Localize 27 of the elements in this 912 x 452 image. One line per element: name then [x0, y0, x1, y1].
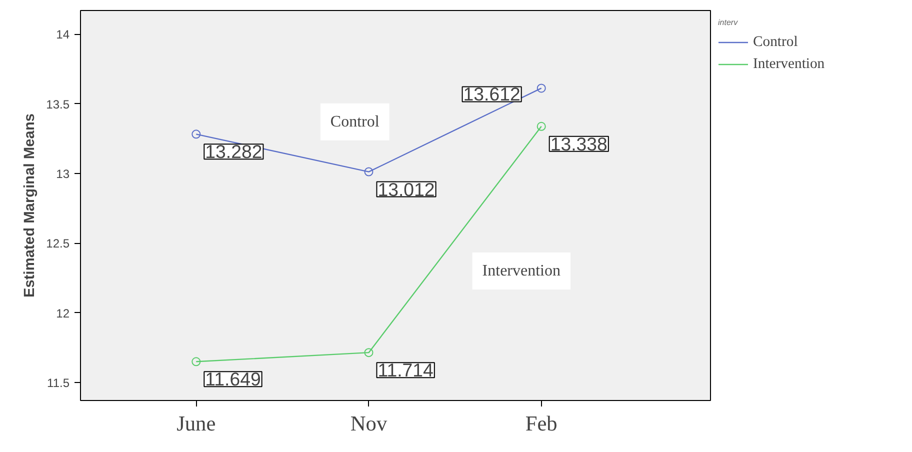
data-label: 13.012 — [378, 178, 435, 200]
x-tick-label: June — [176, 412, 216, 436]
data-label: 11.714 — [378, 360, 434, 381]
y-tick-label: 14 — [56, 28, 70, 42]
point — [192, 130, 201, 139]
legend-label: Control — [753, 34, 798, 50]
data-label: 13.338 — [550, 133, 608, 154]
y-tick-label: 13 — [56, 166, 70, 181]
y-tick-label: 13.5 — [46, 97, 70, 112]
y-tick-label: 12.5 — [46, 236, 70, 251]
annotation: Control — [330, 113, 380, 130]
annotation: Intervention — [482, 262, 561, 280]
point — [192, 357, 201, 366]
y-axis-title: Estimated Marginal Means — [22, 113, 38, 298]
point — [364, 348, 374, 358]
point — [536, 84, 546, 93]
data-label: 11.649 — [205, 368, 261, 390]
y-tick-label: 12 — [56, 306, 70, 320]
legend-label: Intervention — [753, 56, 825, 72]
point — [364, 167, 374, 176]
data-label: 13.612 — [463, 84, 520, 105]
y-tick-label: 11.5 — [47, 376, 70, 390]
point — [536, 122, 546, 131]
legend-title: interv — [718, 18, 739, 27]
data-label: 13.282 — [205, 141, 262, 162]
x-tick-label: Nov — [350, 412, 388, 436]
x-tick-label: Feb — [525, 412, 558, 436]
